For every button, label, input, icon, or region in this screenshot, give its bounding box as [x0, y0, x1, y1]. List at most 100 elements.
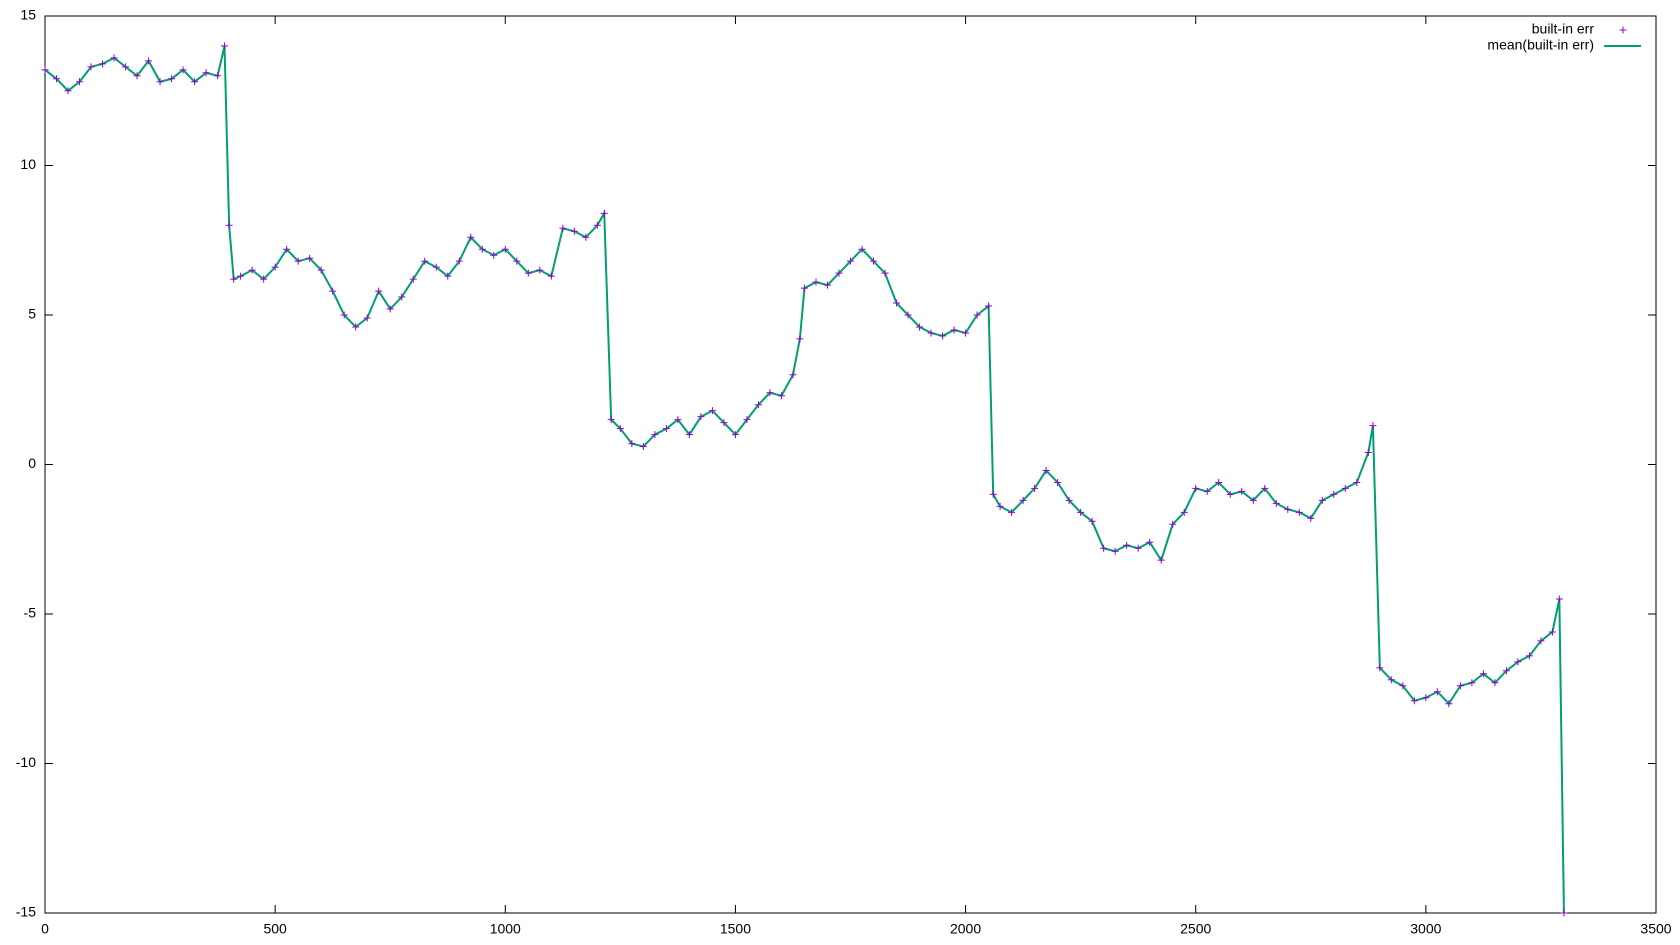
point — [754, 401, 762, 409]
point — [122, 63, 130, 71]
point — [536, 266, 544, 274]
point — [1341, 484, 1349, 492]
y-tick-label: -5 — [24, 605, 37, 621]
point — [1169, 520, 1177, 528]
point — [386, 305, 394, 313]
point — [847, 257, 854, 265]
point — [1238, 487, 1246, 495]
y-tick-label: 10 — [20, 156, 36, 172]
point — [248, 266, 256, 274]
point — [421, 257, 429, 265]
point — [1456, 682, 1464, 690]
point — [409, 275, 417, 283]
point — [1215, 478, 1223, 486]
point — [1077, 508, 1085, 516]
x-tick-label: 3000 — [1410, 921, 1441, 937]
point — [1318, 496, 1326, 504]
point — [513, 257, 521, 265]
point — [340, 311, 348, 319]
point — [271, 263, 279, 271]
point — [1330, 490, 1338, 498]
legend-label: mean(built-in err) — [1487, 37, 1594, 53]
y-tick-label: -10 — [16, 754, 36, 770]
point — [1295, 508, 1303, 516]
x-tick-label: 3500 — [1640, 921, 1671, 937]
y-tick-label: 5 — [28, 306, 36, 322]
point — [1031, 484, 1039, 492]
point — [731, 431, 739, 439]
point — [1111, 547, 1119, 555]
point — [1284, 505, 1292, 513]
point — [230, 275, 238, 283]
point — [593, 221, 601, 229]
point — [766, 389, 774, 397]
point — [570, 227, 578, 235]
point — [1514, 658, 1522, 666]
point — [375, 287, 383, 295]
point — [651, 431, 659, 439]
point — [1180, 508, 1188, 516]
point — [628, 440, 636, 448]
point — [467, 233, 475, 241]
point — [87, 63, 95, 71]
point — [432, 263, 440, 271]
point — [1548, 628, 1556, 636]
point — [639, 443, 647, 451]
point — [1555, 595, 1563, 603]
point — [202, 69, 210, 77]
x-tick-label: 500 — [263, 921, 287, 937]
point — [858, 245, 866, 253]
point — [708, 407, 716, 415]
point — [99, 60, 107, 68]
point — [363, 314, 371, 322]
point — [168, 75, 176, 83]
point — [1433, 688, 1441, 696]
point — [64, 87, 72, 95]
legend-label: built-in err — [1532, 21, 1595, 37]
point — [133, 72, 141, 80]
point — [616, 425, 624, 433]
point — [191, 78, 199, 86]
point — [1468, 679, 1476, 687]
point — [1192, 484, 1200, 492]
point — [1422, 694, 1430, 702]
point — [352, 323, 360, 331]
point — [283, 245, 291, 253]
point — [1123, 541, 1131, 549]
point — [812, 278, 820, 286]
point — [662, 425, 670, 433]
point — [329, 287, 337, 295]
point — [600, 209, 608, 217]
point — [1008, 508, 1016, 516]
point — [800, 284, 808, 292]
point — [893, 299, 901, 307]
x-tick-label: 2500 — [1180, 921, 1211, 937]
point — [1272, 499, 1280, 507]
point — [559, 224, 567, 232]
point — [1364, 449, 1372, 457]
point — [1369, 422, 1377, 430]
x-tick-label: 2000 — [950, 921, 981, 937]
point — [260, 275, 268, 283]
point — [294, 257, 302, 265]
point — [1261, 484, 1269, 492]
point — [989, 490, 997, 498]
point — [1134, 544, 1142, 552]
point — [1353, 478, 1361, 486]
point — [478, 245, 486, 253]
point — [777, 392, 785, 400]
point — [1146, 538, 1154, 546]
point — [41, 66, 49, 74]
point — [823, 281, 831, 289]
plot-border — [44, 15, 1657, 914]
point — [697, 413, 705, 421]
point — [1307, 514, 1315, 522]
point — [444, 272, 452, 280]
legend-swatch — [1619, 26, 1627, 34]
point — [1157, 556, 1165, 564]
series-line — [44, 45, 1565, 914]
y-tick-label: -15 — [16, 904, 36, 920]
point — [110, 54, 118, 62]
point — [225, 221, 233, 229]
point — [916, 323, 924, 331]
